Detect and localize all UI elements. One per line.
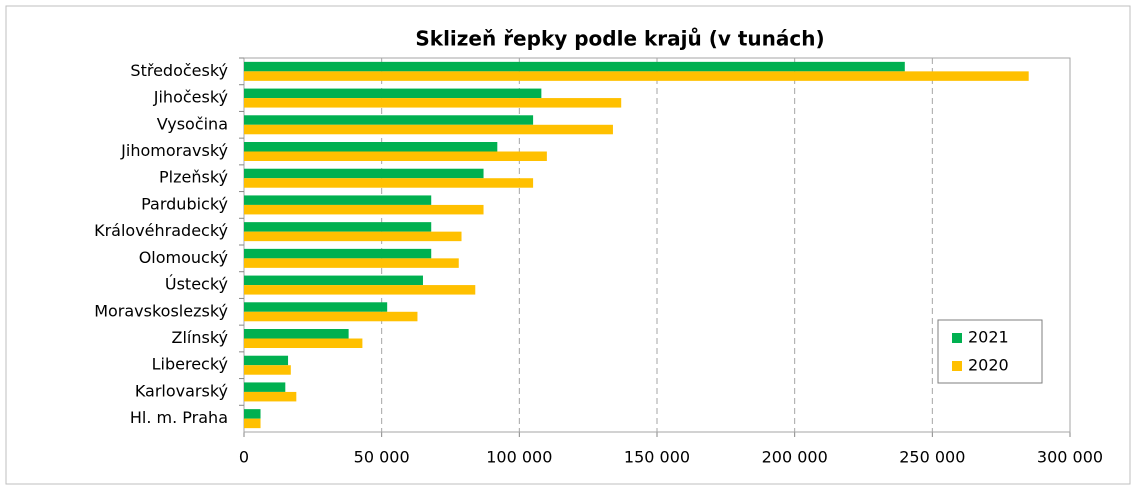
x-tick-label: 200 000	[762, 448, 828, 467]
bar	[244, 98, 622, 108]
bar	[244, 88, 542, 99]
y-tick-label: Vysočina	[157, 114, 228, 133]
y-tick-label: Hl. m. Praha	[130, 408, 228, 427]
chart-title: Sklizeň řepky podle krajů (v tunách)	[415, 27, 824, 51]
y-tick-label: Olomoucký	[139, 248, 228, 267]
y-tick-label: Ústecký	[165, 275, 228, 294]
bar	[244, 275, 423, 286]
y-tick-label: Královéhradecký	[94, 221, 228, 240]
x-tick-label: 300 000	[1037, 448, 1103, 467]
chart-border	[5, 5, 1131, 485]
x-tick-label: 0	[239, 448, 249, 467]
bar	[244, 258, 459, 268]
bar	[244, 61, 905, 72]
bar	[244, 195, 432, 205]
bar	[244, 329, 349, 339]
bar	[244, 204, 484, 215]
legend-label: 2020	[968, 356, 1009, 375]
y-tick-label: Liberecký	[152, 355, 228, 374]
bar	[244, 365, 291, 375]
bar	[244, 382, 286, 392]
y-tick-label: Středočeský	[130, 61, 228, 80]
y-tick-label: Moravskoslezský	[94, 301, 228, 320]
bar	[244, 285, 476, 295]
x-tick-label: 150 000	[624, 448, 690, 467]
y-tick-label: Zlínský	[172, 328, 229, 347]
x-tick-label: 50 000	[354, 448, 410, 467]
bar	[244, 302, 388, 312]
legend-box	[937, 319, 1043, 384]
bar	[244, 71, 1029, 81]
bar	[244, 231, 462, 242]
bar	[244, 178, 534, 188]
y-tick-label: Plzeňský	[159, 168, 228, 187]
x-tick-label: 100 000	[486, 448, 552, 467]
y-tick-label: Pardubický	[141, 194, 228, 213]
bar	[244, 151, 547, 161]
bar	[244, 248, 432, 259]
bar	[244, 409, 261, 419]
y-tick-label: Karlovarský	[135, 381, 228, 400]
bar	[244, 168, 484, 179]
bar	[244, 115, 534, 125]
bar	[244, 338, 363, 348]
bar	[244, 124, 613, 135]
bar	[244, 222, 432, 232]
legend-swatch	[952, 333, 962, 343]
bar	[244, 391, 297, 402]
x-tick-label: 250 000	[899, 448, 965, 467]
bar	[244, 311, 418, 322]
y-tick-label: Jihomoravský	[120, 141, 228, 160]
bar	[244, 142, 498, 152]
legend-swatch	[952, 361, 962, 371]
legend-label: 2021	[968, 328, 1009, 347]
bar	[244, 418, 261, 429]
bar	[244, 355, 289, 366]
y-tick-label: Jihočeský	[153, 88, 228, 107]
